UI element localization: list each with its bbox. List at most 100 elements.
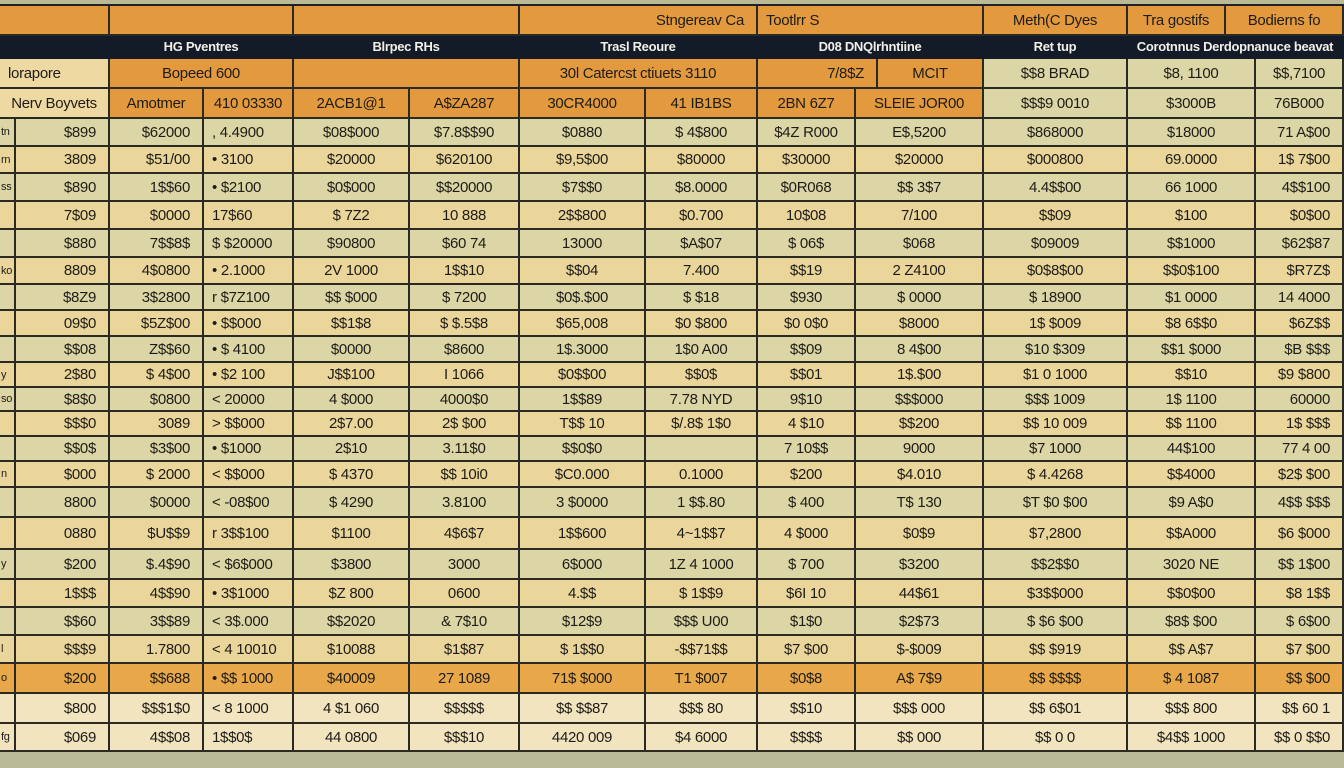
table-cell[interactable]: $$ 6$01	[984, 694, 1128, 724]
table-cell[interactable]: $$ 10 009	[984, 412, 1128, 437]
table-cell[interactable]: T$$ 10	[520, 412, 646, 437]
table-cell[interactable]: 2$10	[294, 437, 410, 462]
column-header[interactable]: Amotmer	[110, 89, 204, 119]
table-cell[interactable]: $$ 10i0	[410, 462, 520, 488]
table-cell[interactable]: $620100	[410, 147, 520, 174]
table-cell[interactable]: $ 7Z2	[294, 202, 410, 230]
table-cell[interactable]: $ 4.4268	[984, 462, 1128, 488]
table-cell[interactable]: $6Z$$	[1256, 311, 1344, 337]
table-cell[interactable]: $1$87	[410, 636, 520, 664]
column-header[interactable]: Nerv Boyvets	[0, 89, 110, 119]
table-cell[interactable]: 4.4$$00	[984, 174, 1128, 202]
table-cell[interactable]: 3020 NE	[1128, 550, 1256, 580]
table-cell[interactable]: $2$73	[856, 608, 984, 636]
table-cell[interactable]: T$ 130	[856, 488, 984, 518]
table-cell[interactable]: $$ 0 0	[984, 724, 1128, 752]
table-cell[interactable]: $8Z9	[16, 285, 110, 311]
table-cell[interactable]: < $$000	[204, 462, 294, 488]
table-cell[interactable]: < 8 1000	[204, 694, 294, 724]
table-cell[interactable]: $0$8$00	[984, 258, 1128, 285]
column-header[interactable]: 30CR4000	[520, 89, 646, 119]
table-cell[interactable]: 14 4000	[1256, 285, 1344, 311]
table-cell[interactable]: $$$ 800	[1128, 694, 1256, 724]
table-cell[interactable]: $80000	[646, 147, 758, 174]
table-cell[interactable]: $880	[16, 230, 110, 258]
table-cell[interactable]: 0880	[16, 518, 110, 550]
table-cell[interactable]: $30000	[758, 147, 856, 174]
table-cell[interactable]: $3$00	[110, 437, 204, 462]
table-cell[interactable]: A$ 7$9	[856, 664, 984, 694]
table-cell[interactable]: $18000	[1128, 119, 1256, 147]
table-cell[interactable]: < -08$00	[204, 488, 294, 518]
column-header[interactable]: $$$9 0010	[984, 89, 1128, 119]
table-cell[interactable]: < 20000	[204, 388, 294, 412]
table-cell[interactable]: 4~1$$7	[646, 518, 758, 550]
table-cell[interactable]: $$ 0 $$0	[1256, 724, 1344, 752]
table-cell[interactable]: 2 Z4100	[856, 258, 984, 285]
table-cell[interactable]: $9 A$0	[1128, 488, 1256, 518]
table-cell[interactable]: $ 4370	[294, 462, 410, 488]
table-cell[interactable]: 66 1000	[1128, 174, 1256, 202]
table-cell[interactable]: $ 2000	[110, 462, 204, 488]
table-cell[interactable]: $$$0	[16, 412, 110, 437]
table-cell[interactable]: $$ $$87	[520, 694, 646, 724]
table-cell[interactable]: • $1000	[204, 437, 294, 462]
table-cell[interactable]: $$ 1100	[1128, 412, 1256, 437]
table-cell[interactable]: $8$ $00	[1128, 608, 1256, 636]
table-cell[interactable]: 10$08	[758, 202, 856, 230]
table-cell[interactable]: $$4000	[1128, 462, 1256, 488]
table-cell[interactable]: $$$$	[758, 724, 856, 752]
table-cell[interactable]: 4$$ $$$	[1256, 488, 1344, 518]
table-cell[interactable]: $ 4$800	[646, 119, 758, 147]
table-cell[interactable]: $200	[758, 462, 856, 488]
table-cell[interactable]: $0000	[110, 202, 204, 230]
table-cell[interactable]: $$ A$7	[1128, 636, 1256, 664]
table-cell[interactable]: 3.8100	[410, 488, 520, 518]
table-cell[interactable]: $$ 3$7	[856, 174, 984, 202]
table-cell[interactable]: $2$ $00	[1256, 462, 1344, 488]
table-cell[interactable]: 17$60	[204, 202, 294, 230]
table-cell[interactable]: $0$$00	[520, 363, 646, 388]
table-cell[interactable]: $$A000	[1128, 518, 1256, 550]
table-cell[interactable]: 09$0	[16, 311, 110, 337]
table-cell[interactable]: 4420 009	[520, 724, 646, 752]
table-cell[interactable]: $$$9	[16, 636, 110, 664]
table-cell[interactable]: • 3$1000	[204, 580, 294, 608]
table-cell[interactable]: $868000	[984, 119, 1128, 147]
table-cell[interactable]: 1$.3000	[520, 337, 646, 363]
table-cell[interactable]: $$01	[758, 363, 856, 388]
table-cell[interactable]: 4$0800	[110, 258, 204, 285]
table-cell[interactable]: $0R068	[758, 174, 856, 202]
table-cell[interactable]: $$0$100	[1128, 258, 1256, 285]
table-cell[interactable]: 3000	[410, 550, 520, 580]
table-cell[interactable]: 4000$0	[410, 388, 520, 412]
table-cell[interactable]: $$ 1$00	[1256, 550, 1344, 580]
table-cell[interactable]: $7$$0	[520, 174, 646, 202]
table-cell[interactable]: $ 1$$0	[520, 636, 646, 664]
table-cell[interactable]: $0 0$0	[758, 311, 856, 337]
column-header[interactable]: 41 IB1BS	[646, 89, 758, 119]
table-cell[interactable]: $$60	[16, 608, 110, 636]
table-cell[interactable]: 13000	[520, 230, 646, 258]
table-cell[interactable]: 69.0000	[1128, 147, 1256, 174]
table-cell[interactable]: 71$ $000	[520, 664, 646, 694]
table-cell[interactable]: $4Z R000	[758, 119, 856, 147]
table-cell[interactable]: • $$000	[204, 311, 294, 337]
table-cell[interactable]: $C0.000	[520, 462, 646, 488]
table-cell[interactable]: 1$$$	[16, 580, 110, 608]
table-cell[interactable]: $200	[16, 550, 110, 580]
table-cell[interactable]: • $2 100	[204, 363, 294, 388]
table-cell[interactable]: $09009	[984, 230, 1128, 258]
table-cell[interactable]: 8 4$00	[856, 337, 984, 363]
table-cell[interactable]: $$ $00	[1256, 664, 1344, 694]
table-cell[interactable]: 2$$800	[520, 202, 646, 230]
table-cell[interactable]: 7.78 NYD	[646, 388, 758, 412]
table-cell[interactable]: 8809	[16, 258, 110, 285]
table-cell[interactable]: 1$ $$$	[1256, 412, 1344, 437]
table-cell[interactable]: $ $18	[646, 285, 758, 311]
table-cell[interactable]: $$09	[984, 202, 1128, 230]
table-cell[interactable]: 1.7800	[110, 636, 204, 664]
table-cell[interactable]: $7 $00	[758, 636, 856, 664]
table-cell[interactable]: $0$9	[856, 518, 984, 550]
table-cell[interactable]: $1 0 1000	[984, 363, 1128, 388]
